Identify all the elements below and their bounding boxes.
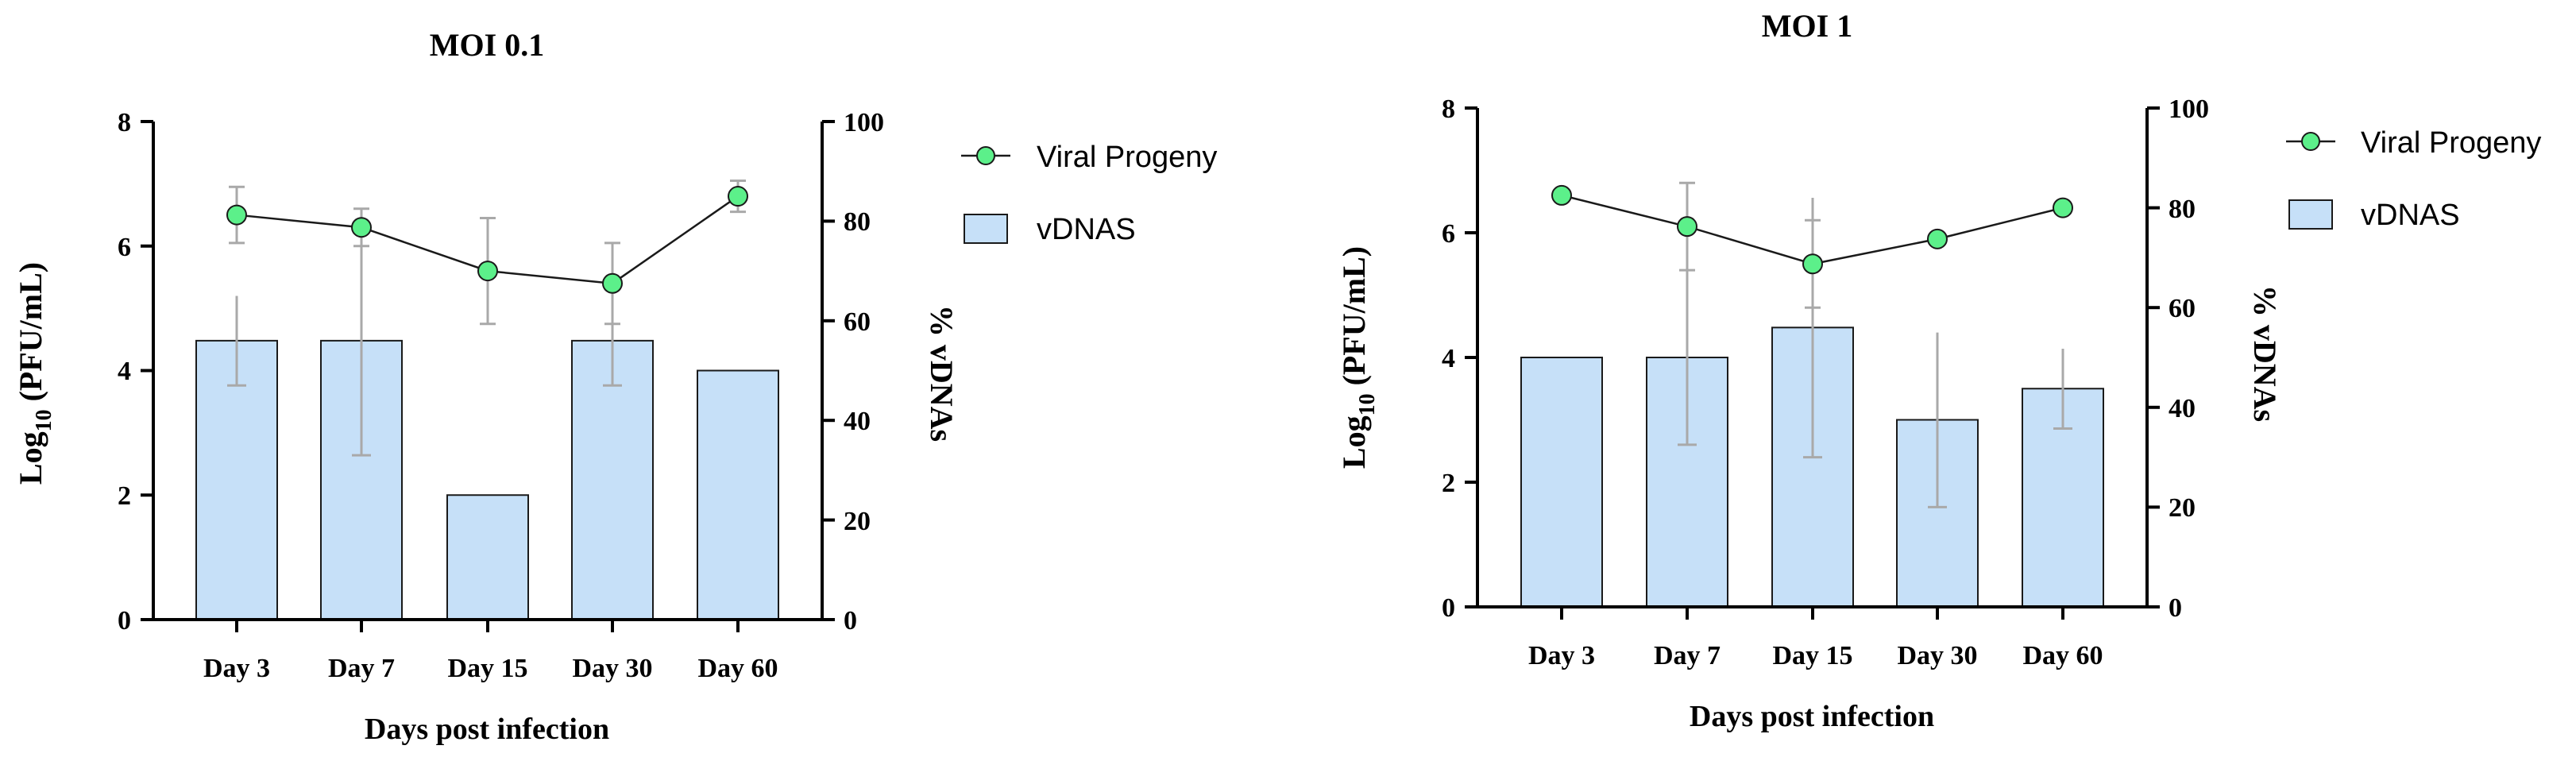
- x-tick-label: Day 3: [1528, 641, 1595, 670]
- viral-progeny-point: [1551, 184, 1572, 206]
- legend-bar-swatch: [2288, 199, 2333, 230]
- x-tick-label: Day 3: [203, 654, 270, 683]
- x-tick-label: Day 15: [447, 654, 527, 683]
- y-left-ticks: 0 2 4 6 8: [118, 108, 153, 635]
- y-right-tick-label: 20: [844, 507, 871, 536]
- y-right-tick-label: 40: [844, 407, 871, 436]
- y-left-tick-label: 6: [1442, 219, 1455, 249]
- viral-progeny-points: [226, 186, 748, 294]
- y-left-tick-label: 8: [1442, 95, 1455, 124]
- y-axis-right-label: % vDNAs: [924, 305, 960, 442]
- y-right-ticks: 0 20 40 60 80 100: [2147, 95, 2209, 623]
- bar-vdnas: [446, 494, 529, 620]
- chart-title: MOI 0.1: [430, 27, 544, 63]
- x-tick-label: Day 60: [2022, 641, 2103, 670]
- bars-group: [195, 339, 779, 620]
- viral-progeny-point: [351, 217, 372, 238]
- y-right-tick-label: 0: [2169, 593, 2182, 623]
- y-right-tick-label: 20: [2169, 493, 2196, 523]
- legend-label-vdnas: vDNAS: [2361, 199, 2460, 232]
- line-error-bars: [229, 179, 746, 326]
- y-left-tick-label: 2: [118, 481, 131, 511]
- viral-progeny-point: [226, 204, 247, 226]
- chart-title: MOI 1: [1762, 8, 1852, 44]
- y-right-tick-label: 60: [2169, 294, 2196, 323]
- y-left-tick-label: 0: [1442, 593, 1455, 623]
- viral-progeny-point: [602, 272, 623, 294]
- y-axis-left-label: Log10 (PFU/mL): [13, 262, 56, 485]
- viral-progeny-points: [1551, 184, 2073, 275]
- legend-label-viral-progeny: Viral Progeny: [1037, 141, 1217, 174]
- viral-progeny-point: [1802, 253, 1823, 275]
- y-left-tick-label: 4: [1442, 344, 1455, 373]
- legend-point-marker: [2301, 132, 2320, 151]
- y-left-tick-label: 8: [118, 108, 131, 137]
- legend-point-marker: [976, 146, 995, 165]
- legend-bar-swatch: [964, 214, 1008, 244]
- viral-progeny-point: [1677, 216, 1697, 238]
- y-right-tick-label: 80: [844, 207, 871, 237]
- y-left-ticks: 0 2 4 6 8: [1442, 95, 1477, 623]
- y-left-tick-label: 2: [1442, 469, 1455, 498]
- viral-progeny-point: [2053, 197, 2073, 218]
- y-axis-left-label: Log10 (PFU/mL): [1336, 246, 1380, 469]
- x-tick-label: Day 7: [328, 654, 395, 683]
- viral-progeny-point: [477, 261, 498, 282]
- bar-vdnas: [195, 339, 278, 620]
- x-tick-label: Day 7: [1654, 641, 1721, 670]
- x-tick-label: Day 30: [572, 654, 652, 683]
- y-left-tick-label: 6: [118, 233, 131, 262]
- y-left-tick-label: 0: [118, 606, 131, 635]
- legend-label-viral-progeny: Viral Progeny: [2361, 126, 2541, 160]
- bar-vdnas: [697, 369, 779, 620]
- viral-progeny-point: [728, 186, 748, 207]
- x-ticks: Day 3 Day 7 Day 15 Day 30 Day 60: [1528, 607, 2103, 670]
- x-axis-label: Days post infection: [365, 713, 609, 746]
- legend: Viral Progeny vDNAS: [961, 141, 1217, 246]
- x-tick-label: Day 60: [697, 654, 778, 683]
- viral-progeny-point: [1927, 228, 1948, 249]
- panel-moi-1: MOI 1 Log10 (PFU/mL) % vDNAs 0 2 4 6 8: [1336, 8, 2541, 733]
- y-right-tick-label: 100: [2169, 95, 2209, 124]
- bar-vdnas: [1520, 357, 1603, 608]
- panel-moi-0-1: MOI 0.1 Log10 (PFU/mL) % vDNAs 0 2 4 6 8: [13, 27, 1217, 746]
- y-left-tick-label: 4: [118, 357, 131, 386]
- y-right-tick-label: 0: [844, 606, 857, 635]
- y-right-ticks: 0 20 40 60 80 100: [822, 108, 884, 635]
- y-axis-right-label: % vDNAs: [2247, 285, 2283, 422]
- bar-error-bars: [1678, 198, 2072, 508]
- x-tick-label: Day 15: [1772, 641, 1852, 670]
- x-axis-label: Days post infection: [1690, 700, 1934, 733]
- x-ticks: Day 3 Day 7 Day 15 Day 30 Day 60: [203, 620, 778, 683]
- bar-error-bars: [227, 226, 622, 457]
- legend-label-vdnas: vDNAS: [1037, 213, 1136, 246]
- y-right-tick-label: 60: [844, 307, 871, 337]
- y-right-tick-label: 100: [844, 108, 884, 137]
- legend: Viral Progeny vDNAS: [2286, 126, 2541, 232]
- x-tick-label: Day 30: [1897, 641, 1977, 670]
- y-right-tick-label: 40: [2169, 394, 2196, 423]
- y-right-tick-label: 80: [2169, 195, 2196, 224]
